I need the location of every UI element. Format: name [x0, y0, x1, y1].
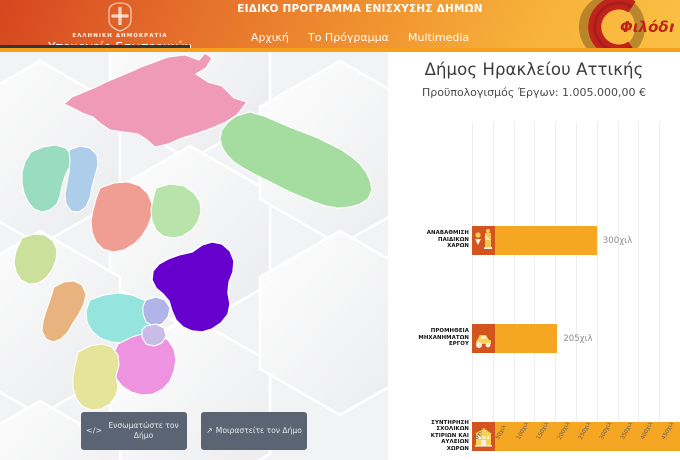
map-region-lightgreen-center[interactable] — [150, 183, 202, 239]
map-region-magenta[interactable] — [111, 332, 177, 396]
filodimos-logo-text: Φιλόδημος — [620, 18, 674, 36]
chart-gridline — [492, 122, 494, 434]
nav-item-multimedia[interactable]: Multimedia — [408, 31, 470, 44]
chart-gridline — [638, 122, 640, 434]
chart-gridline — [596, 122, 598, 434]
map-region-salmon[interactable] — [90, 181, 153, 253]
chart-x-tick-labels: 0χιλ 50χιλ 100χιλ 150χιλ 200χιλ 250χιλ 300χιλ 3… — [472, 421, 680, 460]
map-region-lilac[interactable] — [141, 323, 167, 347]
municipality-map[interactable] — [0, 52, 388, 460]
map-region-pink-north[interactable] — [62, 52, 248, 148]
share-icon: ↗ — [206, 426, 213, 435]
share-button-label: Μοιραστείτε τον Δήμο — [215, 426, 302, 435]
map-region-periwinkle[interactable] — [142, 296, 171, 327]
site-header: ΕΛΛΗΝΙΚΗ ΔΗΜΟΚΡΑΤΙΑ Υπουργείο Εσωτερικών… — [0, 0, 680, 52]
ministry-line1: ΕΛΛΗΝΙΚΗ ΔΗΜΟΚΡΑΤΙΑ — [72, 33, 168, 39]
chart-gridline — [617, 122, 619, 434]
map-region-blue-west[interactable] — [64, 145, 99, 213]
embed-button-label: Ενσωματώστε τον Δήμο — [108, 421, 179, 440]
chart-gridline — [576, 122, 577, 434]
chart-bar-category-label: ΣΥΝΤΗΡΗΣΗ ΣΧΟΛΙΚΩΝ ΚΤΙΡΙΩΝ ΚΑΙ ΑΥΛΕΙΩΝ ΧΩΡΩΝ — [430, 420, 469, 452]
chart-bar[interactable] — [472, 324, 558, 353]
program-title: ΕΙΔΙΚΟ ΠΡΟΓΡΑΜΜΑ ΕΝΙΣΧΥΣΗΣ ΔΗΜΩΝ — [237, 3, 483, 15]
machinery-icon — [472, 324, 495, 353]
share-municipality-button[interactable]: ↗ Μοιραστείτε τον Δήμο — [201, 412, 307, 450]
chart-bar-category-label: ΠΡΟΜΗΘΕΙΑ ΜΗΧΑΝΗΜΑΤΩΝ ΕΡΓΟΥ — [418, 328, 469, 348]
chart-plot-area — [472, 122, 680, 434]
chart-bar[interactable] — [472, 226, 597, 255]
chart-gridline — [659, 122, 661, 434]
map-region-olive[interactable] — [13, 233, 58, 285]
chart-bar[interactable] — [472, 422, 680, 451]
map-panel[interactable]: </> Ενσωματώστε τον Δήμο ↗ Μοιραστείτε τ… — [0, 52, 388, 460]
school-building-icon — [472, 422, 495, 451]
projects-bar-chart: ΑΝΑΒΑΘΜΙΣΗ ΠΑΙΔΙΚΩΝ ΧΑΡΩΝ 300χιλ ΠΡΟΜΗΘΕΙΑ ΜΗ… — [388, 122, 680, 460]
map-region-green-east[interactable] — [219, 111, 373, 209]
playground-icon — [472, 226, 495, 255]
main-nav: Αρχική Το Πρόγραμμα Multimedia — [190, 26, 530, 45]
map-region-highlighted[interactable] — [151, 241, 235, 333]
embed-municipality-button[interactable]: </> Ενσωματώστε τον Δήμο — [81, 412, 187, 450]
chart-gridline — [513, 122, 515, 434]
map-region-yellow[interactable] — [72, 343, 120, 411]
chart-bar-value-label: 205χιλ — [563, 334, 593, 344]
chart-gridline — [555, 122, 557, 434]
nav-item-programme[interactable]: Το Πρόγραμμα — [307, 31, 389, 44]
chart-bar-value-label: 300χιλ — [602, 236, 633, 246]
budget-label: Προϋπολογισμός Έργων: 1.005.000,00 € — [421, 86, 647, 99]
map-region-mint-west[interactable] — [21, 144, 73, 213]
map-action-buttons: </> Ενσωματώστε τον Δήμο ↗ Μοιραστείτε τ… — [0, 412, 388, 450]
map-region-orange[interactable] — [41, 280, 87, 343]
nav-item-home[interactable]: Αρχική — [250, 31, 289, 44]
filodimos-logo[interactable]: Φιλόδημος — [562, 0, 674, 52]
chart-gridline — [534, 122, 536, 434]
page-title: Δήμος Ηρακλείου Αττικής — [424, 60, 644, 79]
chart-gridline — [472, 122, 473, 434]
code-icon: </> — [86, 426, 103, 435]
greek-coat-of-arms-icon — [105, 2, 135, 32]
header-dark-accent — [0, 45, 190, 48]
municipality-detail-panel: Δήμος Ηρακλείου Αττικής Προϋπολογισμός Έ… — [388, 52, 680, 460]
chart-bar-category-label: ΑΝΑΒΑΘΜΙΣΗ ΠΑΙΔΙΚΩΝ ΧΑΡΩΝ — [426, 230, 469, 250]
